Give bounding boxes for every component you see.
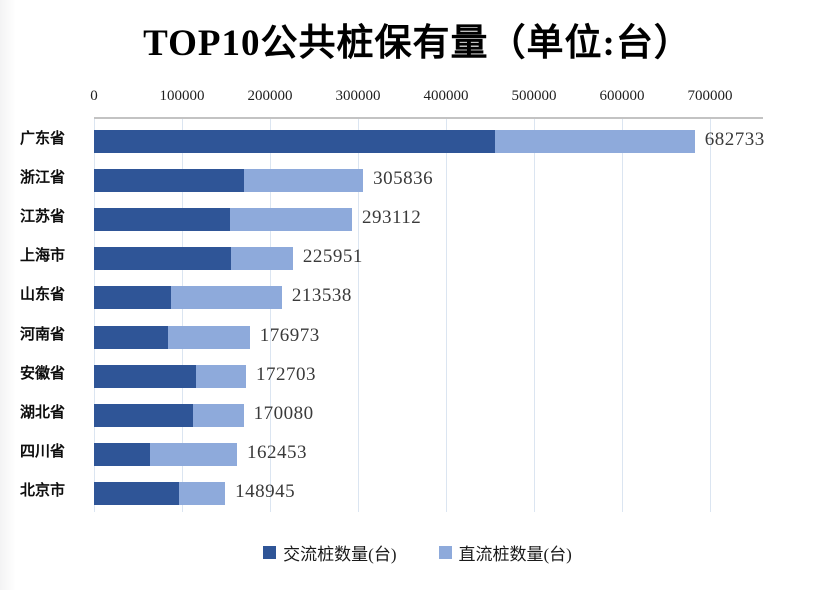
bar-segment-ac-安徽省	[94, 365, 197, 388]
bar-segment-ac-山东省	[94, 286, 172, 309]
value-label-四川省: 162453	[246, 442, 307, 463]
chart-title: TOP10公共桩保有量（单位:台）	[143, 23, 692, 64]
bar-segment-ac-北京市	[94, 482, 180, 505]
gridline	[182, 119, 183, 512]
legend-label-dc: 直流桩数量(台)	[458, 545, 572, 564]
gridline	[358, 119, 359, 512]
bar-segment-dc-北京市	[179, 482, 226, 505]
category-label-四川省: 四川省	[20, 444, 66, 460]
bar-segment-dc-四川省	[150, 443, 237, 466]
x-tick-label: 500000	[511, 88, 557, 104]
x-tick-label: 400000	[423, 88, 469, 104]
gridline	[94, 119, 95, 512]
bar-segment-ac-江苏省	[94, 208, 230, 231]
bar-segment-ac-上海市	[94, 247, 232, 270]
value-label-河南省: 176973	[259, 325, 320, 346]
bar-segment-dc-山东省	[171, 286, 282, 309]
bar-segment-dc-上海市	[231, 247, 293, 270]
dc-series-swatch-icon	[438, 546, 452, 559]
gridline	[270, 119, 271, 512]
bar-segment-dc-广东省	[495, 130, 695, 153]
value-label-山东省: 213538	[291, 285, 352, 306]
category-label-河南省: 河南省	[20, 327, 66, 343]
x-tick-label: 300000	[335, 88, 381, 104]
x-tick-label: 700000	[687, 88, 733, 104]
category-label-上海市: 上海市	[20, 248, 66, 264]
value-label-安徽省: 172703	[255, 364, 316, 385]
ac-series-swatch-icon	[263, 546, 277, 559]
bar-segment-dc-江苏省	[229, 208, 352, 231]
category-label-山东省: 山东省	[20, 287, 66, 303]
category-label-浙江省: 浙江省	[20, 170, 66, 186]
gridline	[710, 119, 711, 512]
value-label-湖北省: 170080	[253, 403, 314, 424]
bar-segment-ac-河南省	[94, 326, 168, 349]
bar-segment-ac-湖北省	[94, 404, 194, 427]
bar-segment-dc-浙江省	[243, 169, 364, 192]
category-label-北京市: 北京市	[20, 483, 66, 499]
legend-item-dc: 直流桩数量(台)	[438, 540, 572, 565]
legend-item-ac: 交流桩数量(台)	[263, 540, 397, 565]
bar-segment-dc-安徽省	[196, 365, 246, 388]
category-label-广东省: 广东省	[20, 131, 66, 147]
value-label-广东省: 682733	[704, 129, 765, 150]
value-label-上海市: 225951	[302, 246, 363, 267]
x-tick-label: 600000	[599, 88, 645, 104]
bar-segment-ac-广东省	[94, 130, 496, 153]
x-tick-label: 0	[90, 88, 98, 104]
plot-area	[94, 117, 763, 512]
x-tick-label: 200000	[247, 88, 293, 104]
value-label-北京市: 148945	[235, 481, 296, 502]
value-label-江苏省: 293112	[361, 207, 422, 228]
x-axis-ticks: 0 100000 200000 300000 400000 500000 600000 700…	[0, 88, 835, 108]
category-label-安徽省: 安徽省	[20, 366, 66, 382]
value-label-浙江省: 305836	[373, 168, 434, 189]
bar-segment-ac-四川省	[94, 443, 151, 466]
x-tick-label: 100000	[159, 88, 205, 104]
category-label-江苏省: 江苏省	[20, 209, 66, 225]
legend-label-ac: 交流桩数量(台)	[283, 545, 397, 564]
gridline	[534, 119, 535, 512]
bar-segment-dc-湖北省	[193, 404, 244, 427]
category-label-湖北省: 湖北省	[20, 405, 66, 421]
bar-segment-dc-河南省	[167, 326, 250, 349]
gridline	[622, 119, 623, 512]
legend: 交流桩数量(台) 直流桩数量(台)	[0, 540, 835, 565]
gridline	[446, 119, 447, 512]
bar-segment-ac-浙江省	[94, 169, 244, 192]
